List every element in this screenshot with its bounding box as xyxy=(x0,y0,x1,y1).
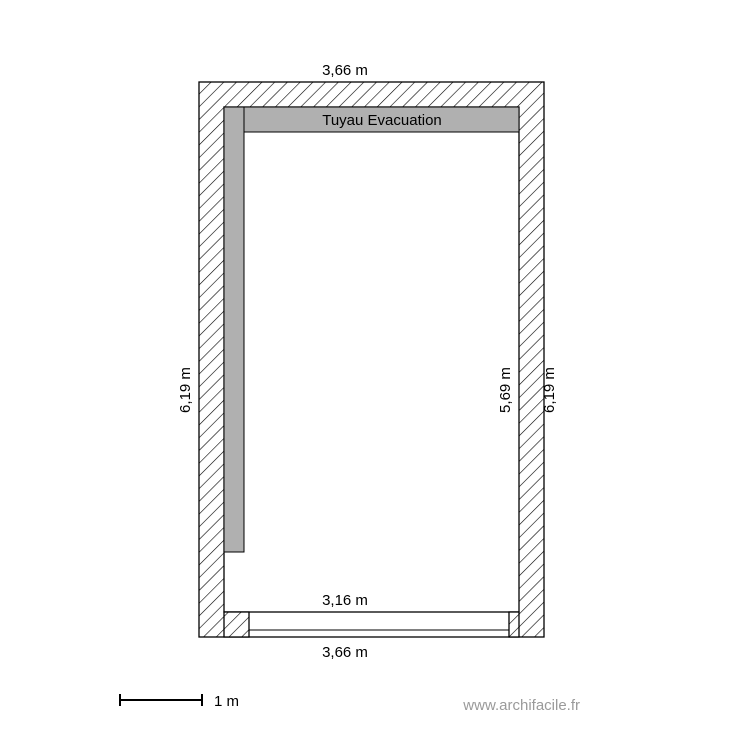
scale-label: 1 m xyxy=(214,693,239,710)
dim-bottom-outer: 3,66 m xyxy=(322,644,368,661)
dim-right-outer: 6,19 m xyxy=(541,367,558,413)
dim-top: 3,66 m xyxy=(322,62,368,79)
floorplan-svg: Tuyau Evacuation 3,66 m 3,16 m 3,66 m 6,… xyxy=(0,0,750,750)
dim-bottom-inner: 3,16 m xyxy=(322,592,368,609)
scale-bar: 1 m xyxy=(120,693,239,710)
watermark: www.archifacile.fr xyxy=(462,697,580,714)
floorplan-stage: { "plan": { "type": "floorplan", "units"… xyxy=(0,0,750,750)
dim-right-inner: 5,69 m xyxy=(497,367,514,413)
pipe-label: Tuyau Evacuation xyxy=(322,112,442,129)
walls xyxy=(199,82,544,637)
dim-left-outer: 6,19 m xyxy=(177,367,194,413)
